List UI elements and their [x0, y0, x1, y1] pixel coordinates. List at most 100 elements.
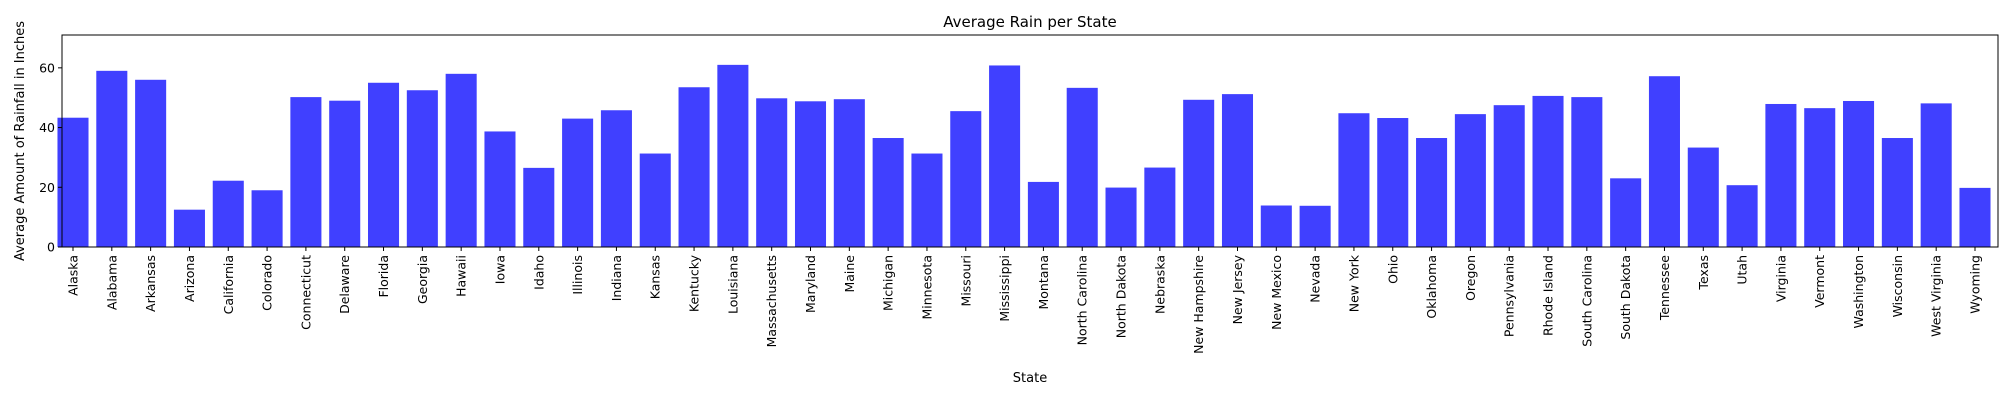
- bar-utah: [1726, 185, 1758, 247]
- bar-georgia: [406, 90, 438, 248]
- bar-idaho: [523, 167, 555, 247]
- x-tick-label: Utah: [1735, 255, 1750, 285]
- bar-texas: [1687, 147, 1719, 247]
- bar-iowa: [484, 131, 516, 247]
- bar-wyoming: [1959, 187, 1991, 247]
- x-tick-label: New York: [1346, 254, 1361, 312]
- bar-alabama: [96, 70, 128, 247]
- x-tick-label: Massachusetts: [764, 255, 779, 347]
- bar-virginia: [1765, 103, 1797, 247]
- bar-minnesota: [911, 153, 943, 247]
- chart-title: Average Rain per State: [943, 13, 1116, 31]
- bar-kentucky: [678, 87, 710, 247]
- bar-montana: [1027, 181, 1059, 247]
- x-tick-label: Rhode Island: [1541, 255, 1556, 336]
- x-tick-label: North Carolina: [1075, 255, 1090, 345]
- x-tick-label: Arizona: [182, 255, 197, 302]
- bar-massachusetts: [756, 98, 788, 247]
- x-tick-label: Vermont: [1812, 255, 1827, 308]
- bar-new-york: [1338, 113, 1370, 247]
- bar-illinois: [562, 118, 594, 247]
- x-tick-label: Michigan: [881, 255, 896, 311]
- x-tick-label: Pennsylvania: [1502, 255, 1517, 337]
- bar-arizona: [173, 209, 205, 247]
- x-tick-label: Hawaii: [454, 255, 469, 297]
- x-axis: Alaska Alabama Arkansas Arizona California Co…: [66, 247, 1983, 354]
- bar-delaware: [329, 100, 361, 247]
- bar-rhode-island: [1532, 95, 1564, 247]
- x-axis-label: State: [1013, 371, 1047, 386]
- x-tick-label: Arkansas: [143, 255, 158, 312]
- x-tick-label: Indiana: [609, 255, 624, 301]
- x-tick-label: Alabama: [104, 255, 119, 310]
- x-tick-label: Montana: [1036, 255, 1051, 310]
- bar-florida: [368, 82, 400, 248]
- x-tick-label: Maryland: [803, 255, 818, 313]
- x-tick-label: South Carolina: [1579, 255, 1594, 347]
- y-tick-label: 20: [39, 180, 55, 195]
- x-tick-label: Tennessee: [1657, 255, 1672, 321]
- x-tick-label: Washington: [1851, 255, 1866, 328]
- x-tick-label: Kentucky: [687, 254, 702, 312]
- x-tick-label: Missouri: [958, 255, 973, 306]
- x-tick-label: Georgia: [415, 255, 430, 304]
- bar-arkansas: [135, 79, 167, 247]
- x-tick-label: Louisiana: [725, 255, 740, 314]
- bar-new-hampshire: [1183, 99, 1215, 247]
- x-tick-label: Connecticut: [298, 255, 313, 330]
- x-tick-label: Mississippi: [997, 255, 1012, 322]
- x-tick-label: South Dakota: [1618, 255, 1633, 340]
- bar-north-carolina: [1066, 87, 1098, 247]
- x-tick-label: Maine: [842, 255, 857, 293]
- bar-louisiana: [717, 64, 749, 247]
- x-tick-label: California: [221, 255, 236, 314]
- x-tick-label: Nebraska: [1152, 255, 1167, 314]
- y-tick-label: 0: [47, 240, 55, 255]
- x-tick-label: Florida: [376, 255, 391, 298]
- bar-maryland: [794, 101, 827, 247]
- x-tick-label: Wyoming: [1968, 255, 1983, 314]
- x-tick-label: New Mexico: [1269, 255, 1284, 330]
- x-tick-label: North Dakota: [1114, 255, 1129, 338]
- x-tick-label: Oregon: [1463, 255, 1478, 301]
- x-tick-label: Delaware: [337, 255, 352, 314]
- x-tick-label: West Virginia: [1929, 255, 1944, 337]
- x-tick-label: Colorado: [260, 255, 275, 311]
- x-tick-label: Minnesota: [919, 255, 934, 320]
- bar-new-mexico: [1260, 205, 1292, 247]
- bar-wisconsin: [1881, 138, 1913, 247]
- bar-vermont: [1804, 108, 1836, 248]
- bar-california: [212, 180, 244, 247]
- x-tick-label: New Hampshire: [1191, 255, 1206, 354]
- bar-maine: [833, 99, 865, 247]
- x-tick-label: Iowa: [492, 255, 507, 284]
- bar-washington: [1843, 100, 1875, 248]
- bar-michigan: [872, 138, 904, 247]
- bar-nebraska: [1144, 167, 1176, 247]
- x-tick-label: Virginia: [1773, 255, 1788, 302]
- x-tick-label: Nevada: [1308, 255, 1323, 303]
- y-tick-label: 40: [39, 120, 55, 135]
- bar-west-virginia: [1920, 103, 1952, 247]
- y-tick-label: 60: [39, 60, 55, 75]
- bar-oregon: [1454, 114, 1486, 247]
- bar-north-dakota: [1105, 187, 1137, 247]
- bar-nevada: [1299, 205, 1331, 247]
- x-tick-label: Kansas: [648, 255, 663, 299]
- x-tick-label: New Jersey: [1230, 254, 1245, 324]
- bar-colorado: [251, 190, 283, 247]
- bar-south-dakota: [1610, 178, 1642, 247]
- x-tick-label: Ohio: [1385, 255, 1400, 284]
- bars-group: [57, 64, 1991, 248]
- bar-ohio: [1377, 118, 1409, 247]
- bar-oklahoma: [1416, 138, 1448, 247]
- bar-connecticut: [290, 97, 322, 247]
- y-axis-label: Average Amount of Rainfall in Inches: [13, 21, 28, 261]
- x-tick-label: Alaska: [66, 255, 81, 296]
- bar-indiana: [600, 110, 632, 247]
- bar-south-carolina: [1571, 97, 1603, 247]
- bar-hawaii: [445, 73, 477, 247]
- bar-missouri: [950, 111, 982, 247]
- bar-kansas: [639, 153, 671, 247]
- x-tick-label: Idaho: [531, 255, 546, 290]
